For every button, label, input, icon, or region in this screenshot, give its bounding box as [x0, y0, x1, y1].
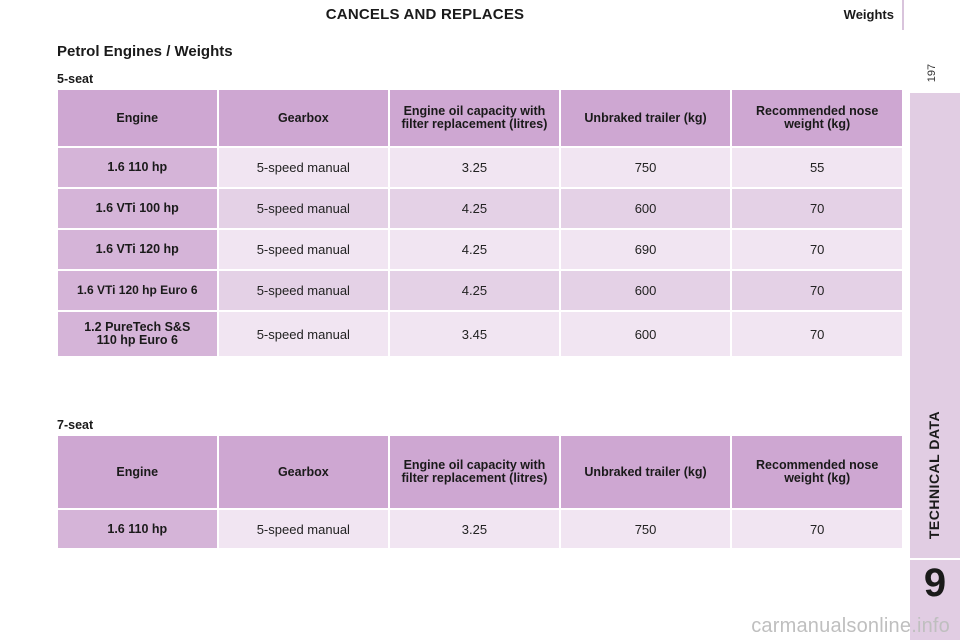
nose-weight-cell: 70 [732, 189, 902, 228]
unbraked-trailer-cell: 750 [560, 510, 731, 548]
site-watermark: carmanualsonline.info [751, 615, 950, 637]
chapter-tab-label: TECHNICAL DATA [926, 410, 942, 540]
chapter-side-tab [910, 93, 960, 640]
oil-capacity-cell: 3.25 [390, 510, 559, 548]
side-tab-divider [910, 558, 960, 560]
engine-cell: 1.2 PureTech S&S 110 hp Euro 6 [58, 312, 217, 356]
unbraked-trailer-cell: 600 [560, 271, 731, 310]
page-number: 197 [926, 63, 938, 83]
column-header-nose-weight: Recommended nose weight (kg) [732, 90, 902, 146]
oil-capacity-cell: 4.25 [390, 271, 559, 310]
five-seat-subheading: 5-seat [57, 72, 94, 86]
column-header-engine: Engine [58, 90, 217, 146]
section-title: Weights [843, 7, 894, 22]
gearbox-cell: 5-speed manual [218, 189, 389, 228]
nose-weight-cell: 70 [732, 271, 902, 310]
column-header-gearbox: Gearbox [218, 436, 389, 508]
chapter-number: 9 [923, 561, 947, 605]
table-header-row: Engine Gearbox Engine oil capacity with … [58, 436, 902, 508]
engine-cell: 1.6 VTi 120 hp [58, 230, 217, 269]
column-header-gearbox: Gearbox [218, 90, 389, 146]
header-divider [902, 0, 904, 30]
gearbox-cell: 5-speed manual [218, 271, 389, 310]
nose-weight-cell: 55 [732, 148, 902, 187]
oil-capacity-cell: 3.25 [390, 148, 559, 187]
gearbox-cell: 5-speed manual [218, 510, 389, 548]
seven-seat-weights-table: Engine Gearbox Engine oil capacity with … [56, 434, 904, 550]
column-header-nose-weight: Recommended nose weight (kg) [732, 436, 902, 508]
column-header-oil-capacity: Engine oil capacity with filter replacem… [390, 436, 559, 508]
page-heading: Petrol Engines / Weights [57, 43, 233, 60]
nose-weight-cell: 70 [732, 312, 902, 356]
table-header-row: Engine Gearbox Engine oil capacity with … [58, 90, 902, 146]
gearbox-cell: 5-speed manual [218, 148, 389, 187]
oil-capacity-cell: 4.25 [390, 189, 559, 228]
column-header-engine: Engine [58, 436, 217, 508]
cancels-and-replaces-banner: CANCELS AND REPLACES [325, 6, 525, 23]
five-seat-weights-table: Engine Gearbox Engine oil capacity with … [56, 88, 904, 358]
table-row: 1.2 PureTech S&S 110 hp Euro 6 5-speed m… [58, 312, 902, 356]
table-row: 1.6 VTi 100 hp 5-speed manual 4.25 600 7… [58, 189, 902, 228]
nose-weight-cell: 70 [732, 510, 902, 548]
column-header-unbraked-trailer: Unbraked trailer (kg) [560, 436, 731, 508]
seven-seat-subheading: 7-seat [57, 418, 94, 432]
engine-cell: 1.6 VTi 100 hp [58, 189, 217, 228]
oil-capacity-cell: 4.25 [390, 230, 559, 269]
engine-cell: 1.6 110 hp [58, 510, 217, 548]
table-row: 1.6 VTi 120 hp 5-speed manual 4.25 690 7… [58, 230, 902, 269]
gearbox-cell: 5-speed manual [218, 312, 389, 356]
unbraked-trailer-cell: 600 [560, 312, 731, 356]
table-row: 1.6 VTi 120 hp Euro 6 5-speed manual 4.2… [58, 271, 902, 310]
oil-capacity-cell: 3.45 [390, 312, 559, 356]
gearbox-cell: 5-speed manual [218, 230, 389, 269]
unbraked-trailer-cell: 750 [560, 148, 731, 187]
table-row: 1.6 110 hp 5-speed manual 3.25 750 55 [58, 148, 902, 187]
column-header-oil-capacity: Engine oil capacity with filter replacem… [390, 90, 559, 146]
unbraked-trailer-cell: 690 [560, 230, 731, 269]
table-row: 1.6 110 hp 5-speed manual 3.25 750 70 [58, 510, 902, 548]
engine-cell: 1.6 110 hp [58, 148, 217, 187]
nose-weight-cell: 70 [732, 230, 902, 269]
engine-cell: 1.6 VTi 120 hp Euro 6 [58, 271, 217, 310]
column-header-unbraked-trailer: Unbraked trailer (kg) [560, 90, 731, 146]
unbraked-trailer-cell: 600 [560, 189, 731, 228]
